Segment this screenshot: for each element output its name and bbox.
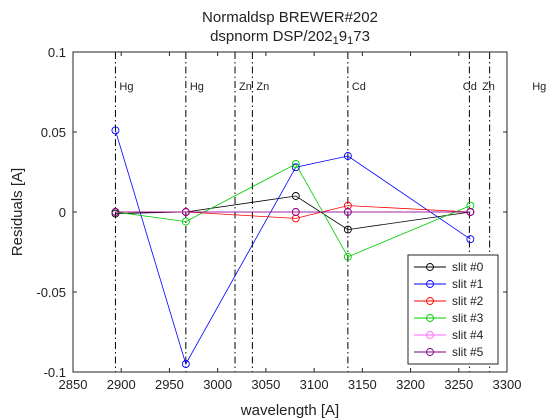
subtitle-sub-2: 1 <box>347 35 353 47</box>
lamp-label-1: Hg <box>190 81 204 93</box>
lamp-label-4: Cd <box>352 81 366 93</box>
legend-marker-1 <box>426 280 434 288</box>
x-tick-label-8: 3250 <box>444 377 473 392</box>
lamp-label-2: Zn <box>239 81 252 93</box>
chart-subtitle: dspnorm DSP/20219173 <box>210 28 370 47</box>
data-point-s3-4 <box>466 201 475 210</box>
data-point-s0-2 <box>291 192 300 200</box>
legend-label-2: slit #2 <box>452 294 484 308</box>
legend-label-1: slit #1 <box>452 277 484 291</box>
data-point-s5-3 <box>343 208 352 216</box>
y-tick-label-2: 0 <box>59 205 66 220</box>
data-point-s5-0 <box>111 208 120 216</box>
x-axis-ticks: 2850 2900 2950 3000 3050 3100 3150 3200 3250 3300 <box>59 52 522 392</box>
x-tick-label-6: 3150 <box>348 377 377 392</box>
data-point-s2-3 <box>343 201 352 210</box>
legend-marker-3 <box>426 314 434 322</box>
legend-marker-5 <box>426 348 434 356</box>
subtitle-part-main: dspnorm DSP/202 <box>210 28 333 45</box>
x-tick-label-5: 3100 <box>300 377 329 392</box>
data-point-s3-1 <box>181 217 190 226</box>
data-point-s5-4 <box>466 208 475 216</box>
legend-box <box>407 254 499 365</box>
data-point-s2-2 <box>291 214 300 223</box>
y-tick-label-1: -0.05 <box>36 285 66 300</box>
y-tick-label-3: 0.05 <box>41 125 66 140</box>
lamp-label-0: Hg <box>119 81 133 93</box>
data-point-s5-2 <box>291 208 300 216</box>
data-point-s3-2 <box>291 160 300 168</box>
subtitle-sub-1: 1 <box>333 35 339 47</box>
legend-label-5: slit #5 <box>452 345 484 359</box>
data-point-s1-3 <box>343 152 352 160</box>
legend-label-4: slit #4 <box>452 328 484 342</box>
subtitle-part-73: 73 <box>353 28 370 45</box>
data-point-s0-3 <box>343 225 352 234</box>
lamp-label-7: Hg <box>532 81 546 93</box>
subtitle-part-9: 9 <box>339 28 347 45</box>
lamp-label-3: Zn <box>256 81 269 93</box>
legend-label-0: slit #0 <box>452 260 484 274</box>
y-axis-ticks: -0.1 -0.05 0 0.05 0.1 <box>36 45 507 380</box>
x-tick-label-4: 3050 <box>251 377 280 392</box>
legend-marker-0 <box>426 263 434 271</box>
data-point-s1-0 <box>111 126 120 135</box>
legend: slit #0 slit #1 slit #2 slit #3 slit #4 slit … <box>407 254 499 365</box>
x-tick-label-2: 2950 <box>155 377 184 392</box>
lamp-label-5: Cd <box>463 81 477 93</box>
x-tick-label-9: 3300 <box>493 377 522 392</box>
data-point-s1-4 <box>466 235 475 244</box>
legend-marker-4 <box>426 331 434 339</box>
series-markers <box>111 126 475 368</box>
data-point-s1-2 <box>291 163 300 172</box>
x-axis-label: wavelength [A] <box>240 402 339 419</box>
legend-label-3: slit #3 <box>452 311 484 325</box>
x-tick-label-0: 2850 <box>59 377 88 392</box>
legend-marker-2 <box>426 297 434 305</box>
chart-title: Normaldsp BREWER#202 <box>202 9 378 26</box>
x-tick-label-1: 2900 <box>107 377 136 392</box>
y-tick-label-0: -0.1 <box>44 365 66 380</box>
y-tick-label-4: 0.1 <box>48 45 66 60</box>
x-tick-label-3: 3000 <box>203 377 232 392</box>
lamp-label-6: Zn <box>482 81 495 93</box>
data-point-s5-1 <box>181 208 190 216</box>
series-line-0 <box>115 195 471 231</box>
x-tick-label-7: 3200 <box>396 377 425 392</box>
data-point-s1-1 <box>181 360 190 368</box>
y-axis-label: Residuals [A] <box>9 168 26 256</box>
data-point-s3-3 <box>343 252 352 261</box>
